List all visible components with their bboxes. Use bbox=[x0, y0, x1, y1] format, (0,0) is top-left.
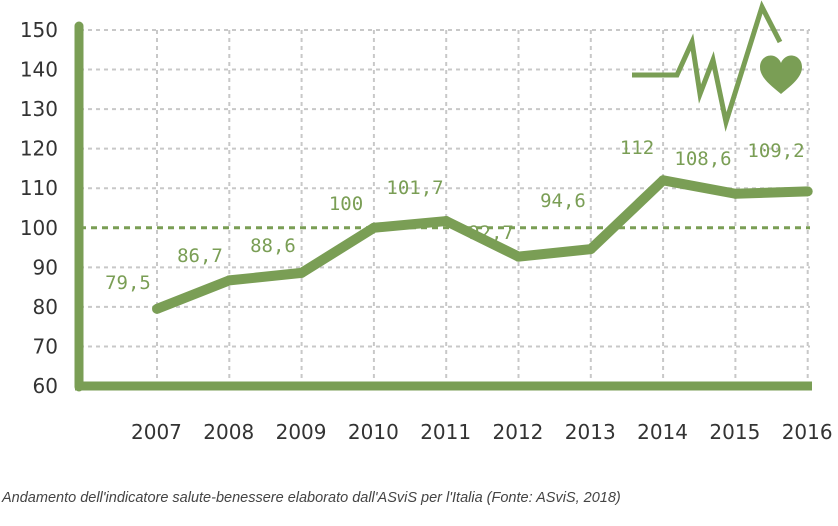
y-tick-label: 90 bbox=[33, 255, 58, 279]
y-tick-label: 100 bbox=[20, 216, 58, 240]
series-line bbox=[152, 175, 813, 314]
y-axis-ticks: 60 70 80 90 100 110 120 130 140 150 bbox=[20, 18, 58, 398]
data-label: 101,7 bbox=[386, 177, 443, 199]
data-label: 92,7 bbox=[468, 222, 514, 244]
data-labels: 79,5 86,7 88,6 100 101,7 92,7 94,6 112 108,6 109,… bbox=[105, 137, 804, 294]
data-label: 79,5 bbox=[105, 272, 151, 294]
data-point bbox=[368, 222, 379, 233]
y-tick-label: 110 bbox=[20, 176, 58, 200]
y-tick-label: 120 bbox=[20, 137, 58, 161]
data-label: 100 bbox=[329, 193, 363, 215]
data-point bbox=[802, 186, 813, 197]
data-label: 108,6 bbox=[674, 148, 731, 170]
data-point bbox=[658, 175, 669, 186]
data-point bbox=[296, 267, 307, 278]
x-tick-label: 2013 bbox=[565, 420, 616, 444]
x-tick-label: 2008 bbox=[203, 420, 254, 444]
x-tick-label: 2007 bbox=[131, 420, 182, 444]
heartbeat-heart-icon bbox=[632, 0, 802, 132]
x-tick-label: 2010 bbox=[348, 420, 399, 444]
y-tick-label: 130 bbox=[20, 97, 58, 121]
data-point bbox=[513, 251, 524, 262]
figure-caption: Andamento dell'indicatore salute-benesse… bbox=[2, 490, 621, 506]
y-tick-label: 150 bbox=[20, 18, 58, 42]
data-point bbox=[152, 303, 162, 314]
y-tick-label: 140 bbox=[20, 58, 58, 82]
data-point bbox=[441, 216, 452, 227]
y-tick-label: 60 bbox=[33, 374, 58, 398]
data-label: 112 bbox=[620, 137, 654, 159]
data-label: 86,7 bbox=[177, 245, 223, 267]
x-axis-ticks: 2007 2008 2009 2010 2011 2012 2013 2014 2015 2016 bbox=[131, 420, 833, 444]
axes bbox=[74, 21, 812, 392]
x-tick-label: 2014 bbox=[637, 420, 688, 444]
x-tick-label: 2012 bbox=[493, 420, 544, 444]
data-point bbox=[224, 275, 235, 286]
x-tick-label: 2011 bbox=[420, 420, 471, 444]
data-point bbox=[585, 244, 596, 255]
data-label: 88,6 bbox=[250, 235, 296, 257]
x-tick-label: 2015 bbox=[709, 420, 760, 444]
y-tick-label: 80 bbox=[33, 295, 58, 319]
x-tick-label: 2009 bbox=[276, 420, 327, 444]
y-tick-label: 70 bbox=[33, 334, 58, 358]
data-label: 109,2 bbox=[747, 140, 804, 162]
data-label: 94,6 bbox=[540, 190, 586, 212]
series-line-path bbox=[155, 175, 808, 314]
x-tick-label: 2016 bbox=[782, 420, 833, 444]
data-point bbox=[730, 188, 741, 199]
